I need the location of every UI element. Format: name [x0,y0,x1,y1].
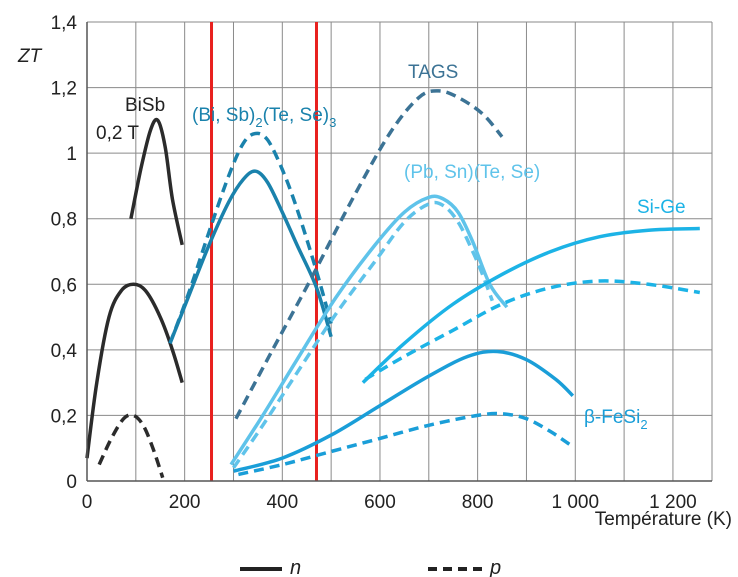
x-tick-label: 200 [169,492,201,513]
y-tick-label: 0,8 [51,210,77,231]
x-tick-label: 600 [364,492,396,513]
series-line-p [364,279,701,381]
grid [86,21,713,482]
legend-label-n: n [290,557,301,577]
y-tick-label: 0,2 [51,406,77,427]
series-line-n [85,282,184,459]
y-tick-label: 1 [66,144,77,165]
series-line-n [361,226,700,384]
x-tick-label: 0 [82,492,93,513]
reference-lines [210,22,318,481]
x-axis-label: Température (K) [595,509,732,530]
x-tick-label: 800 [462,492,494,513]
label-si-ge: Si-Ge [637,197,686,218]
series-line-n [168,169,333,344]
label-fesi2: β-FeSi2 [584,407,648,432]
series-line-n [129,117,184,246]
label-field: 0,2 T [96,123,139,144]
y-tick-label: 0,4 [51,341,78,362]
axes: 0 0,2 0,4 0,6 0,8 1 1,2 1,4 0 200 400 600 800 1 000 1 … [51,13,712,513]
series-line-p [232,200,494,469]
series-line-n [233,349,575,473]
series-line-p [97,413,165,479]
legend-label-p: p [489,557,501,577]
x-tick-label: 400 [266,492,298,513]
y-tick-label: 1,4 [51,13,78,34]
x-tick-label: 1 000 [552,492,600,513]
y-tick-label: 0,6 [51,275,77,296]
y-tick-label: 1,2 [51,79,77,100]
label-bi-sb-te-se: (Bi, Sb)2(Te, Se)3 [192,105,336,130]
series-line-p [234,89,504,420]
y-axis-label: ZT [17,46,43,67]
legend: n p [240,557,501,577]
label-bisb: BiSb [125,95,165,116]
x-tick-label: 1 200 [649,492,697,513]
series-line-p [168,131,333,344]
series-line-n [229,194,509,466]
label-tags: TAGS [408,62,458,83]
curves [85,89,701,479]
y-tick-label: 0 [66,472,77,493]
series-line-p [238,411,572,477]
label-pb-sn-te-se: (Pb, Sn)(Te, Se) [404,162,540,183]
